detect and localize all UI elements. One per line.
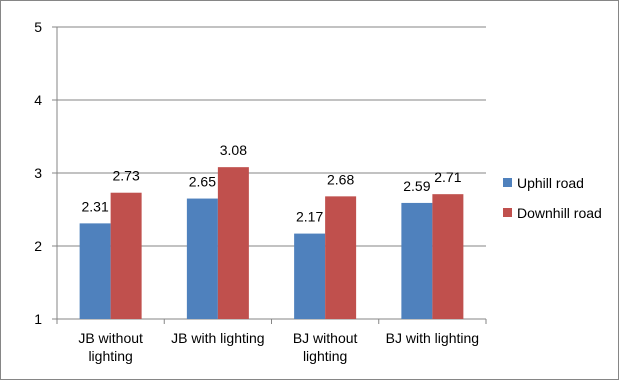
data-label: 2.59 — [403, 178, 430, 194]
legend-label: Uphill road — [517, 175, 584, 191]
y-tick-label: 4 — [34, 92, 42, 108]
y-tick-label: 2 — [34, 238, 42, 254]
bar — [325, 196, 357, 319]
bars — [79, 167, 464, 319]
data-label: 2.68 — [327, 171, 354, 187]
data-label: 2.73 — [113, 168, 140, 184]
y-tick-label: 1 — [34, 311, 42, 327]
legend-label: Downhill road — [517, 205, 602, 221]
legend-swatch — [503, 208, 512, 217]
y-tick-label: 3 — [34, 165, 42, 181]
bar — [186, 198, 218, 319]
data-label: 2.17 — [296, 209, 323, 225]
legend-swatch — [503, 178, 512, 187]
bar — [401, 202, 433, 319]
bar — [79, 223, 111, 319]
bar — [110, 192, 142, 319]
x-category-label: JB with lighting — [171, 330, 264, 346]
data-label: 3.08 — [220, 142, 247, 158]
x-category-label: JB without lighting — [78, 330, 143, 364]
data-labels: 2.312.73 2.653.08 2.17 2.68 2.592.71 — [82, 142, 462, 224]
data-label: 2.65 — [189, 174, 216, 190]
legend: Uphill road Downhill road — [503, 175, 602, 221]
x-category-label: BJ with lighting — [386, 330, 479, 346]
x-category-label: BJ without lighting — [293, 330, 358, 364]
y-tick-label: 5 — [34, 19, 42, 35]
bar — [432, 194, 464, 319]
data-label: 2.31 — [82, 198, 109, 214]
data-label: 2.71 — [434, 169, 461, 185]
bar — [294, 233, 326, 319]
bar — [217, 167, 249, 319]
